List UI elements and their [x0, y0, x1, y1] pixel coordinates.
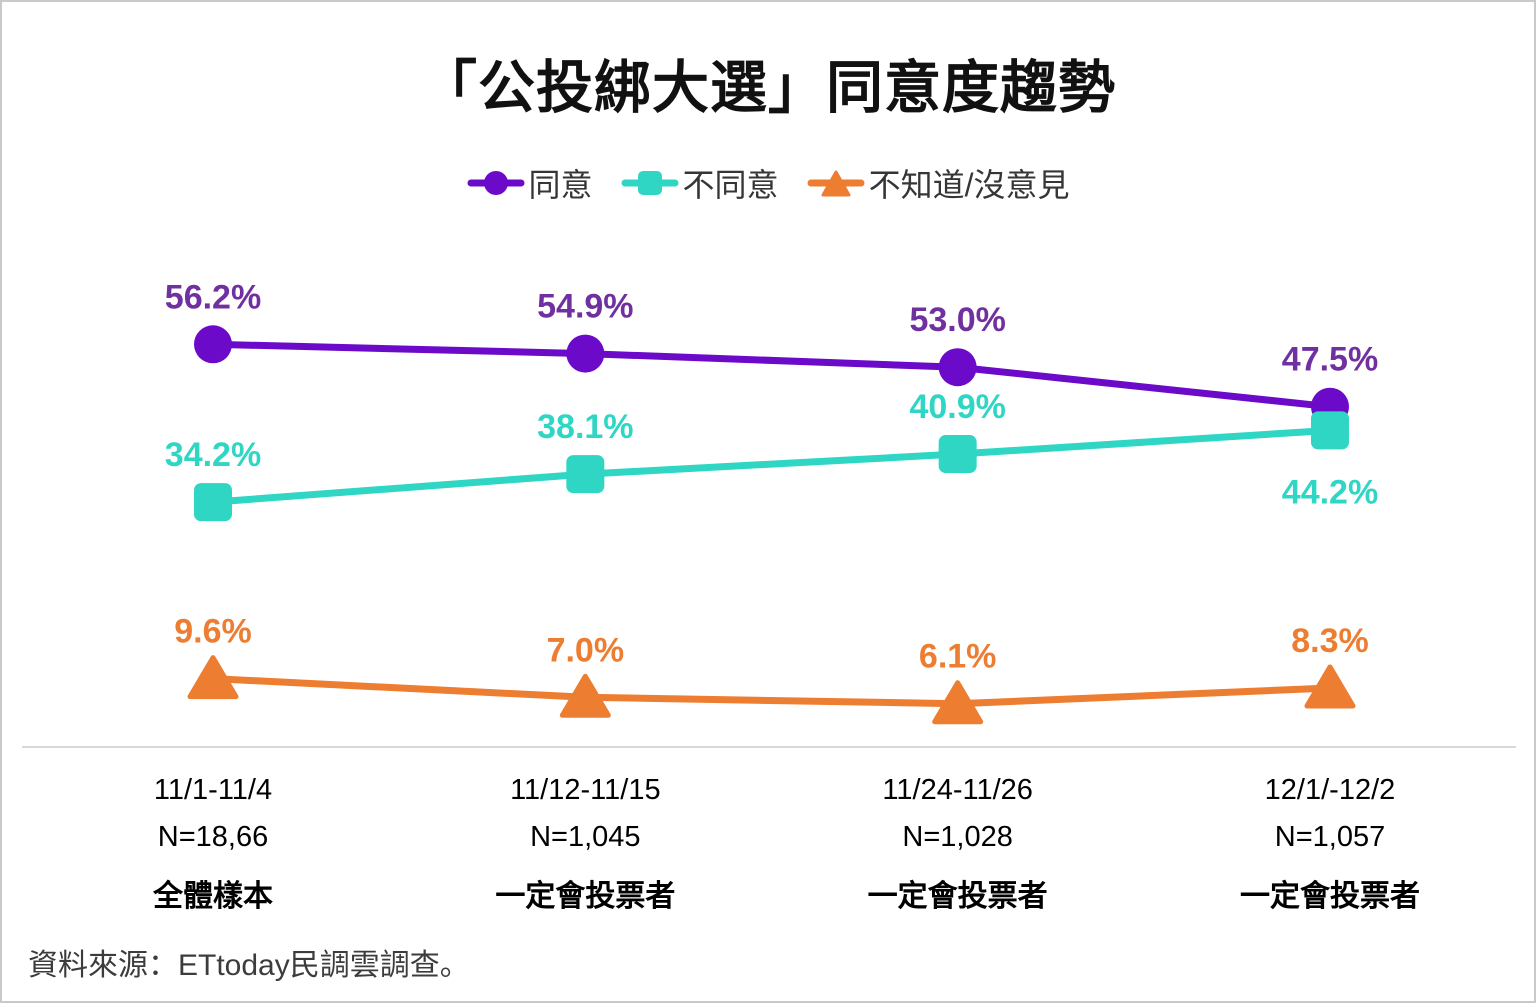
- data-label: 8.3%: [1291, 622, 1369, 660]
- circle-marker[interactable]: [938, 348, 977, 387]
- chart-legend: 同意 不同意 不知道/沒意見: [2, 160, 1534, 206]
- triangle-icon: [807, 170, 865, 197]
- data-label: 44.2%: [1282, 473, 1378, 511]
- source-note: 資料來源：ETtoday民調雲調查。: [28, 949, 470, 982]
- legend-item-dontknow: 不知道/沒意見: [807, 160, 1070, 206]
- series-line-1: [209, 426, 1334, 506]
- data-label: 7.0%: [547, 631, 625, 669]
- group-label: 全體樣本: [153, 880, 273, 913]
- legend-item-agree: 同意: [467, 160, 593, 206]
- date-label: 11/1-11/4: [153, 774, 273, 806]
- data-label: 38.1%: [537, 408, 633, 446]
- date-label: 12/1/-12/2: [1264, 774, 1396, 806]
- n-label: N=1,045: [530, 821, 641, 853]
- data-label: 56.2%: [165, 278, 261, 316]
- data-label: 34.2%: [165, 436, 261, 474]
- data-label: 54.9%: [537, 288, 633, 326]
- data-label: 6.1%: [919, 638, 997, 676]
- square-icon: [621, 171, 679, 195]
- n-label: N=1,028: [902, 821, 1013, 853]
- page-title: 「公投綁大選」同意度趨勢: [420, 56, 1116, 120]
- x-axis-category-2: 11/24-11/26 N=1,028 一定會投票者: [778, 774, 1138, 915]
- circle-marker[interactable]: [194, 325, 232, 364]
- group-label: 一定會投票者: [867, 880, 1048, 913]
- circle-marker[interactable]: [566, 334, 605, 373]
- date-label: 11/12-11/15: [510, 774, 661, 806]
- x-axis-category-3: 12/1/-12/2 N=1,057 一定會投票者: [1150, 774, 1510, 915]
- series-line-0: [209, 340, 1334, 411]
- group-label: 一定會投票者: [1239, 880, 1420, 913]
- square-marker[interactable]: [938, 435, 977, 474]
- triangle-marker[interactable]: [1304, 664, 1356, 709]
- data-label: 40.9%: [909, 388, 1005, 426]
- circle-icon: [467, 171, 525, 195]
- data-label: 9.6%: [174, 613, 252, 651]
- series-line-2: [209, 675, 1334, 708]
- legend-label-disagree: 不同意: [682, 167, 779, 203]
- legend-label-dontknow: 不知道/沒意見: [868, 167, 1070, 203]
- square-marker[interactable]: [1310, 411, 1349, 450]
- data-label: 53.0%: [909, 301, 1005, 339]
- triangle-marker[interactable]: [559, 673, 611, 718]
- x-axis-line: [22, 746, 1516, 748]
- n-label: N=18,66: [157, 821, 269, 853]
- triangle-marker[interactable]: [932, 680, 984, 725]
- x-axis-category-0: 11/1-11/4 N=18,66 全體樣本: [33, 774, 393, 915]
- square-marker[interactable]: [566, 455, 605, 494]
- date-label: 11/24-11/26: [882, 774, 1033, 806]
- legend-item-disagree: 不同意: [621, 160, 779, 206]
- legend-label-agree: 同意: [528, 167, 593, 203]
- group-label: 一定會投票者: [495, 880, 676, 913]
- data-label: 47.5%: [1282, 341, 1378, 379]
- square-marker[interactable]: [194, 483, 232, 522]
- triangle-marker[interactable]: [187, 655, 239, 700]
- n-label: N=1,057: [1274, 821, 1386, 853]
- x-axis-category-1: 11/12-11/15 N=1,045 一定會投票者: [405, 774, 765, 915]
